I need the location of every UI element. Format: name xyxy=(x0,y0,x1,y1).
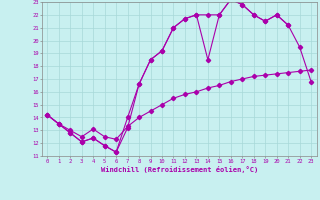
X-axis label: Windchill (Refroidissement éolien,°C): Windchill (Refroidissement éolien,°C) xyxy=(100,166,258,173)
